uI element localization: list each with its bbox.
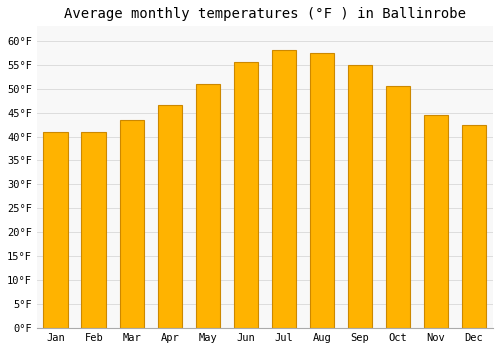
Bar [196,84,220,328]
Bar [82,132,106,328]
Bar [158,105,182,328]
Bar [386,86,410,328]
Bar [44,132,68,328]
Bar [234,62,258,328]
Bar [310,52,334,328]
Bar [272,50,296,328]
Bar [120,120,144,328]
Title: Average monthly temperatures (°F ) in Ballinrobe: Average monthly temperatures (°F ) in Ba… [64,7,466,21]
Bar [348,65,372,328]
Bar [424,115,448,328]
Bar [462,125,486,328]
